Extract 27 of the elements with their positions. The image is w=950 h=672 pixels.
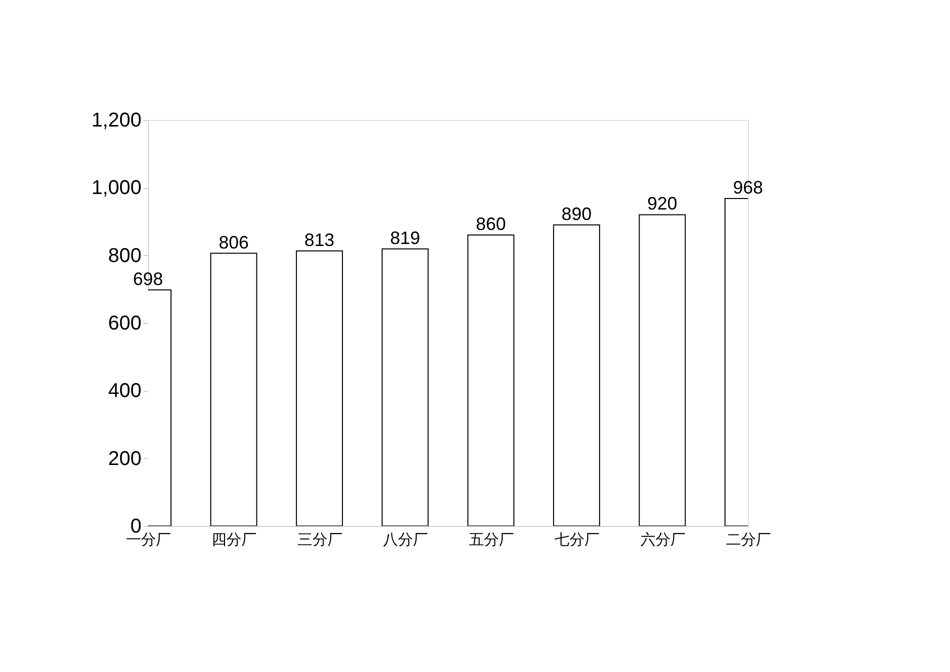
bar xyxy=(467,234,514,526)
data-label: 890 xyxy=(562,204,592,224)
bar xyxy=(296,250,343,526)
x-tick-label: 五分厂 xyxy=(468,532,514,548)
x-tick-label: 二分厂 xyxy=(726,532,771,548)
y-tick-label: 200 xyxy=(108,448,142,470)
bar xyxy=(638,214,686,526)
bar xyxy=(553,224,600,526)
data-label: 968 xyxy=(732,177,764,198)
bar xyxy=(382,248,429,526)
y-tick-label: 600 xyxy=(108,312,142,334)
data-label: 806 xyxy=(218,232,249,252)
y-tick-label: 400 xyxy=(108,380,142,402)
x-tick-label: 六分厂 xyxy=(640,532,686,548)
x-tick-label: 三分厂 xyxy=(297,532,342,548)
y-tick-label: 1,200 xyxy=(91,110,142,132)
x-tick-label: 八分厂 xyxy=(383,532,428,548)
y-tick-label: 1,000 xyxy=(91,177,142,200)
data-label: 698 xyxy=(132,268,164,289)
data-label: 920 xyxy=(647,194,678,214)
x-tick-label: 七分厂 xyxy=(554,532,600,548)
data-label: 813 xyxy=(304,230,334,250)
data-label: 819 xyxy=(390,228,420,248)
x-tick-label: 四分厂 xyxy=(212,532,257,548)
data-label: 860 xyxy=(476,214,506,234)
bar xyxy=(210,252,258,526)
y-tick-label: 800 xyxy=(108,244,142,267)
